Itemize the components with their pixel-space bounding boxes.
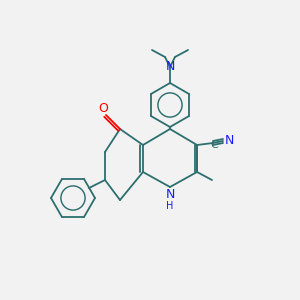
Text: N: N [165, 188, 175, 202]
Text: N: N [224, 134, 234, 148]
Text: H: H [166, 201, 174, 211]
Text: C: C [210, 140, 218, 150]
Text: N: N [165, 61, 175, 74]
Text: O: O [98, 103, 108, 116]
